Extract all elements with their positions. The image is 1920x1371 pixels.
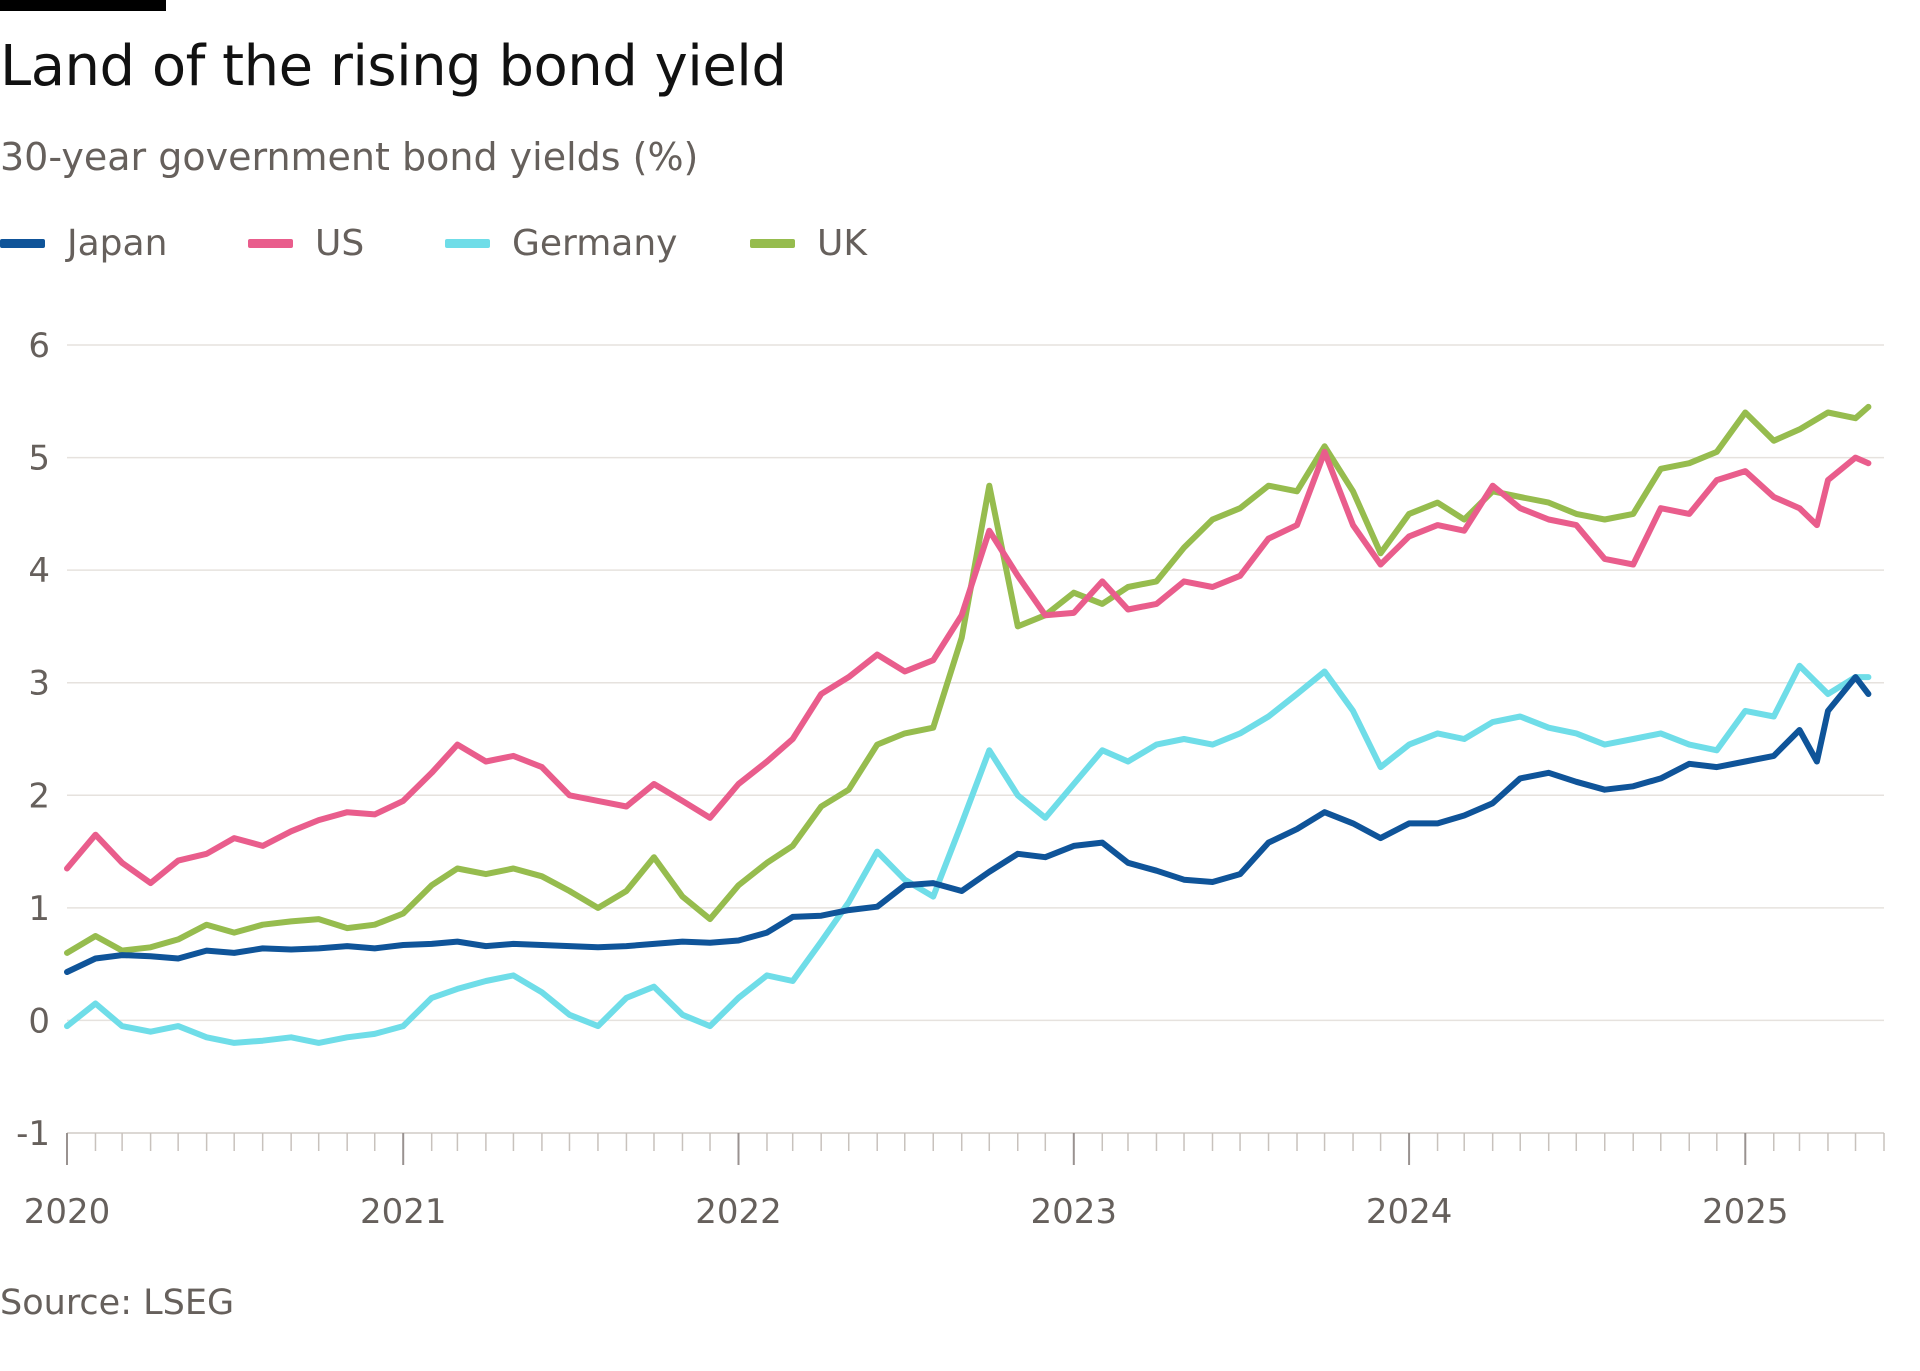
series-line-uk [64, 403, 1872, 956]
x-tick-label: 2020 [24, 1192, 111, 1232]
chart-subtitle: 30-year government bond yields (%) [0, 135, 699, 179]
y-tick-label: 1 [28, 889, 50, 929]
x-tick-label: 2021 [360, 1192, 447, 1232]
x-tick-label: 2022 [695, 1192, 782, 1232]
y-tick-label: 6 [28, 326, 50, 366]
y-axis-labels: -1 0 1 2 3 4 5 6 [16, 326, 50, 1154]
line-chart: -1 0 1 2 3 4 5 6 2020 2021 2022 2023 2024 2025 [16, 326, 1885, 1232]
legend-item-japan: Japan [0, 218, 167, 268]
y-tick-label: 3 [28, 664, 50, 704]
y-tick-label: -1 [16, 1114, 50, 1154]
legend-swatch-japan [0, 238, 45, 248]
x-tick-label: 2025 [1702, 1192, 1789, 1232]
x-tick-label: 2024 [1366, 1192, 1453, 1232]
series-lines [64, 403, 1872, 1046]
series-line-japan [64, 674, 1872, 975]
legend-item-us: US [248, 218, 364, 268]
y-tick-label: 0 [28, 1001, 50, 1041]
series-line-us [64, 448, 1872, 887]
top-accent-bar [0, 0, 166, 11]
x-axis: 2020 2021 2022 2023 2024 2025 [24, 1132, 1885, 1232]
series-line-germany [64, 662, 1872, 1046]
legend-swatch-us [248, 238, 293, 248]
y-tick-label: 2 [28, 776, 50, 816]
legend-item-uk: UK [750, 218, 867, 268]
legend-label-germany: Germany [512, 222, 678, 264]
x-tick-label: 2023 [1031, 1192, 1118, 1232]
y-tick-label: 4 [28, 551, 50, 591]
legend-swatch-uk [750, 238, 795, 248]
gridlines [67, 344, 1884, 1022]
legend-label-us: US [315, 222, 365, 264]
legend-label-japan: Japan [67, 222, 168, 264]
legend-item-germany: Germany [445, 218, 677, 268]
chart-title: Land of the rising bond yield [0, 34, 787, 99]
legend-label-uk: UK [817, 222, 867, 264]
source-note: Source: LSEG [0, 1283, 235, 1323]
y-tick-label: 5 [28, 439, 50, 479]
legend-swatch-germany [445, 238, 490, 248]
